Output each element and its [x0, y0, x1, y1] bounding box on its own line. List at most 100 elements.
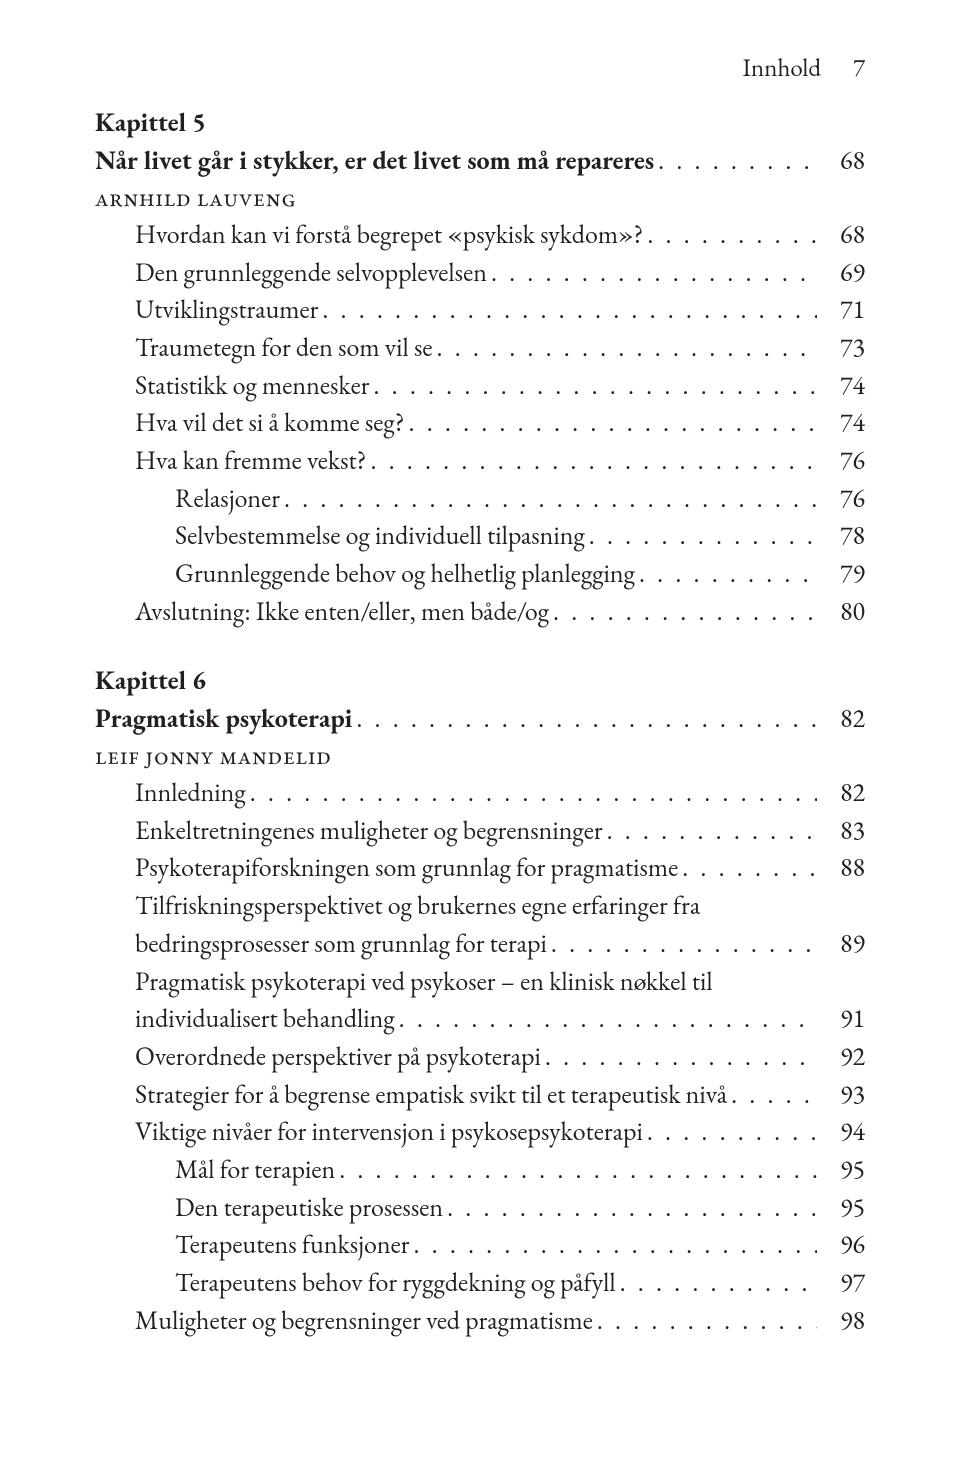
dot-leader: . . . . . . . . . . . . . . . . . . . . …	[369, 367, 817, 405]
dot-leader: . . . . . . . . . . . . . . . . . . . . …	[487, 254, 817, 292]
toc-entry: Mål for terapien. . . . . . . . . . . . …	[95, 1151, 865, 1189]
dot-leader: . . . . . . . . . . . . . . . . . . . . …	[547, 925, 817, 963]
dot-leader: . . . . . . . . . . . . . . . . . . . . …	[603, 812, 817, 850]
toc-entry: Hva vil det si å komme seg?. . . . . . .…	[95, 404, 865, 442]
toc-entry-text: Traumetegn for den som vil se	[135, 329, 433, 367]
dot-leader: . . . . . . . . . . . . . . . . . . . . …	[541, 1038, 817, 1076]
toc-entry-page: 96	[817, 1226, 865, 1264]
chapter-6-label: Kapittel 6	[95, 662, 865, 700]
toc-entry-page: 88	[817, 849, 865, 887]
toc-entry-page: 69	[817, 254, 865, 292]
toc-entry: Traumetegn for den som vil se. . . . . .…	[95, 329, 865, 367]
toc-entry-page: 91	[817, 1000, 865, 1038]
toc-entry: Viktige nivåer for intervensjon i psykos…	[95, 1113, 865, 1151]
dot-leader: . . . . . . . . . . . . . . . . . . . . …	[335, 1151, 817, 1189]
chapter-5-title-row: Når livet går i stykker, er det livet so…	[95, 142, 865, 180]
toc-entry-page: 83	[817, 812, 865, 850]
chapter-6-entries: Innledning. . . . . . . . . . . . . . . …	[95, 774, 865, 1339]
toc-entry-page: 79	[817, 555, 865, 593]
toc-entry: Utviklingstraumer. . . . . . . . . . . .…	[95, 291, 865, 329]
chapter-6-block: Kapittel 6 Pragmatisk psykoterapi . . . …	[95, 662, 865, 1339]
toc-entry-page: 76	[817, 442, 865, 480]
chapter-6-title: Pragmatisk psykoterapi	[95, 700, 352, 738]
toc-entry-page: 98	[817, 1302, 865, 1340]
toc-entry-text: Overordnede perspektiver på psykoterapi	[135, 1038, 541, 1076]
dot-leader: . . . . . . . . . . . . . . . . . . . . …	[635, 555, 817, 593]
toc-entry-text: Hvordan kan vi forstå begrepet «psykisk …	[135, 216, 643, 254]
toc-entry-page: 95	[817, 1151, 865, 1189]
toc-entry-text: Viktige nivåer for intervensjon i psykos…	[135, 1113, 643, 1151]
toc-entry: Grunnleggende behov og helhetlig planleg…	[95, 555, 865, 593]
dot-leader: . . . . . . . . . . . . . . . . . . . . …	[585, 517, 817, 555]
dot-leader: . . . . . . . . . . . . . . . . . . . . …	[678, 849, 817, 887]
dot-leader: . . . . . . . . . . . . . . . . . . . . …	[395, 1000, 817, 1038]
toc-entry-text: Strategier for å begrense empatisk svikt…	[135, 1076, 727, 1114]
chapter-5-block: Kapittel 5 Når livet går i stykker, er d…	[95, 104, 865, 630]
toc-entry-page: 97	[817, 1264, 865, 1302]
toc-entry: Strategier for å begrense empatisk svikt…	[95, 1076, 865, 1114]
dot-leader: . . . . . . . . . . . . . . . . . . . . …	[443, 1189, 817, 1227]
toc-entry-page: 68	[817, 216, 865, 254]
toc-entry-text: Hva vil det si å komme seg?	[135, 404, 405, 442]
toc-entry-page: 76	[817, 480, 865, 518]
toc-entry-text: Muligheter og begrensninger ved pragmati…	[135, 1302, 593, 1340]
toc-entry-text: Hva kan fremme vekst?	[135, 442, 366, 480]
dot-leader: . . . . . . . . . . . . . . . . . . . . …	[643, 216, 817, 254]
toc-entry: Overordnede perspektiver på psykoterapi.…	[95, 1038, 865, 1076]
dot-leader: . . . . . . . . . . . . . . . . . . . . …	[352, 700, 817, 738]
toc-entry-text: bedringsprosesser som grunnlag for terap…	[135, 925, 547, 963]
dot-leader: . . . . . . . . . . . . . . . . . . . . …	[246, 774, 817, 812]
toc-entry-text: Den terapeutiske prosessen	[175, 1189, 443, 1227]
dot-leader: . . . . . . . . . . . . . . . . . . . . …	[549, 593, 817, 631]
toc-entry-page: 82	[817, 774, 865, 812]
toc-entry-text: Den grunnleggende selvopplevelsen	[135, 254, 487, 292]
toc-entry: Relasjoner. . . . . . . . . . . . . . . …	[95, 480, 865, 518]
dot-leader: . . . . . . . . . . . . . . . . . . . . …	[405, 404, 817, 442]
toc-entry-text: Utviklingstraumer	[135, 291, 318, 329]
dot-leader: . . . . . . . . . . . . . . . . . . . . …	[654, 142, 817, 180]
toc-entry-text: Mål for terapien	[175, 1151, 335, 1189]
chapter-6-author: leif jonny mandelid	[95, 738, 865, 774]
dot-leader: . . . . . . . . . . . . . . . . . . . . …	[616, 1264, 817, 1302]
toc-entry-page: 95	[817, 1189, 865, 1227]
toc-entry-text: Pragmatisk psykoterapi ved psykoser – en…	[135, 963, 713, 1001]
dot-leader: . . . . . . . . . . . . . . . . . . . . …	[727, 1076, 817, 1114]
chapter-5-page: 68	[817, 142, 865, 180]
chapter-5-title: Når livet går i stykker, er det livet so…	[95, 142, 654, 180]
chapter-5-author: arnhild lauveng	[95, 180, 865, 216]
chapter-5-label: Kapittel 5	[95, 104, 865, 142]
chapter-6-title-row: Pragmatisk psykoterapi . . . . . . . . .…	[95, 700, 865, 738]
toc-entry-text: Avslutning: Ikke enten/eller, men både/o…	[135, 593, 549, 631]
toc-entry-text: Terapeutens funksjoner	[175, 1226, 409, 1264]
chapter-6-page: 82	[817, 700, 865, 738]
page-number: 7	[853, 50, 865, 86]
toc-entry: Tilfriskningsperspektivet og brukernes e…	[95, 887, 865, 925]
toc-entry: Den grunnleggende selvopplevelsen. . . .…	[95, 254, 865, 292]
toc-entry-page: 80	[817, 593, 865, 631]
toc-entry: Pragmatisk psykoterapi ved psykoser – en…	[95, 963, 865, 1001]
dot-leader: . . . . . . . . . . . . . . . . . . . . …	[318, 291, 817, 329]
dot-leader: . . . . . . . . . . . . . . . . . . . . …	[280, 480, 817, 518]
toc-entry-page: 74	[817, 404, 865, 442]
toc-entry: Terapeutens behov for ryggdekning og påf…	[95, 1264, 865, 1302]
dot-leader: . . . . . . . . . . . . . . . . . . . . …	[409, 1226, 817, 1264]
toc-entry: Statistikk og mennesker. . . . . . . . .…	[95, 367, 865, 405]
toc-entry: bedringsprosesser som grunnlag for terap…	[95, 925, 865, 963]
toc-entry-text: Grunnleggende behov og helhetlig planleg…	[175, 555, 635, 593]
toc-entry-text: Enkeltretningenes muligheter og begrensn…	[135, 812, 603, 850]
toc-entry-page: 93	[817, 1076, 865, 1114]
running-head: Innhold	[743, 50, 821, 86]
toc-entry: Enkeltretningenes muligheter og begrensn…	[95, 812, 865, 850]
toc-entry-text: Relasjoner	[175, 480, 280, 518]
page-header: Innhold 7	[95, 50, 865, 86]
toc-entry-text: Selvbestemmelse og individuell tilpasnin…	[175, 517, 585, 555]
toc-entry: Innledning. . . . . . . . . . . . . . . …	[95, 774, 865, 812]
dot-leader: . . . . . . . . . . . . . . . . . . . . …	[433, 329, 817, 367]
toc-entry: Hva kan fremme vekst?. . . . . . . . . .…	[95, 442, 865, 480]
toc-entry-text: individualisert behandling	[135, 1000, 395, 1038]
toc-entry: Terapeutens funksjoner. . . . . . . . . …	[95, 1226, 865, 1264]
toc-entry-page: 92	[817, 1038, 865, 1076]
toc-entry-text: Terapeutens behov for ryggdekning og påf…	[175, 1264, 616, 1302]
toc-entry-text: Innledning	[135, 774, 246, 812]
dot-leader: . . . . . . . . . . . . . . . . . . . . …	[366, 442, 817, 480]
